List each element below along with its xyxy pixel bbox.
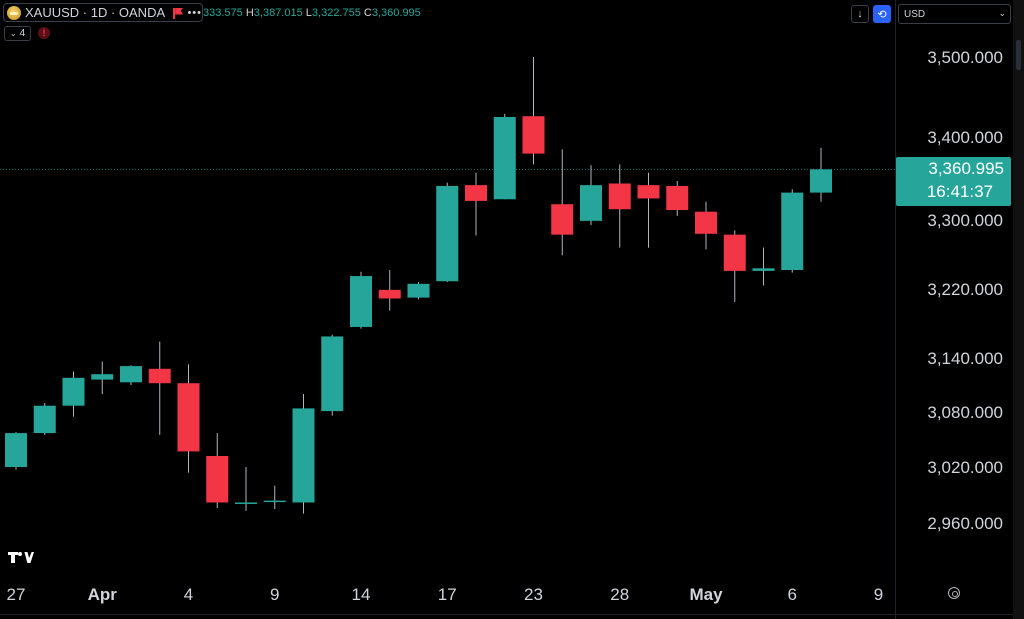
price-tick-label: 2,960.000 xyxy=(927,514,1003,533)
candle-body xyxy=(33,405,56,434)
candle-body xyxy=(263,500,286,503)
time-tick-label: 14 xyxy=(352,585,371,604)
settings-icon[interactable] xyxy=(948,587,960,599)
time-tick-label: 9 xyxy=(874,585,883,604)
price-tick-label: 3,140.000 xyxy=(927,349,1003,368)
candle-body xyxy=(5,433,27,467)
chevron-down-icon: ⌄ xyxy=(998,8,1006,18)
candle-body xyxy=(407,283,430,298)
time-axis-separator xyxy=(0,614,1024,615)
high-label: H xyxy=(245,7,254,19)
candle-body xyxy=(637,185,660,199)
time-tick-label: 4 xyxy=(184,585,193,604)
more-options-icon[interactable]: ••• xyxy=(187,6,202,19)
time-tick-label: Apr xyxy=(88,585,118,604)
candle-body xyxy=(465,185,487,201)
symbol-selector[interactable]: XAUUSD · 1D · OANDA ••• xyxy=(3,3,203,22)
time-tick-label: 23 xyxy=(524,585,543,604)
scrollbar[interactable] xyxy=(1013,0,1024,619)
gold-coin-icon xyxy=(7,5,21,20)
chevron-down-icon: ⌄ xyxy=(9,29,17,38)
price-tick-label: 3,400.000 xyxy=(927,128,1003,147)
indicator-count: 4 xyxy=(19,28,26,39)
candle-body xyxy=(781,192,804,271)
price-tick-label: 3,300.000 xyxy=(927,211,1003,230)
low-label: L xyxy=(305,7,312,19)
candle-body xyxy=(522,116,545,154)
candle-body xyxy=(695,211,717,234)
candle-body xyxy=(321,336,344,412)
candle-body xyxy=(235,502,257,504)
arrow-down-icon[interactable]: ↓ xyxy=(851,5,869,23)
close-label: C xyxy=(363,7,372,19)
candle-body xyxy=(436,185,459,282)
candle-body xyxy=(723,234,746,271)
candle-body xyxy=(810,169,832,193)
candle-body xyxy=(580,185,602,221)
sync-icon[interactable]: ⟲ xyxy=(873,5,891,23)
tradingview-logo[interactable] xyxy=(8,550,34,564)
candle-body xyxy=(91,374,114,380)
chart-header: XAUUSD · 1D · OANDA ••• 333.575 H3,387.0… xyxy=(0,0,895,26)
candle-body xyxy=(752,268,775,271)
candle-body xyxy=(378,289,401,299)
price-tick-label: 3,020.000 xyxy=(927,458,1003,477)
price-tick-label: 3,220.000 xyxy=(927,280,1003,299)
symbol-name[interactable]: XAUUSD · 1D · OANDA xyxy=(25,5,166,20)
open-value: 333.575 xyxy=(203,7,243,19)
close-value: 3,360.995 xyxy=(371,7,421,19)
price-axis-separator xyxy=(895,0,896,619)
currency-select[interactable]: USD ⌄ xyxy=(898,4,1011,24)
candle-body xyxy=(608,183,631,210)
candle-body xyxy=(350,276,372,327)
currency-value: USD xyxy=(904,8,926,20)
price-tick-label: 3,500.000 xyxy=(927,48,1003,67)
candle-body xyxy=(62,377,85,406)
candle-body xyxy=(292,408,315,503)
alert-icon[interactable]: ! xyxy=(38,27,50,39)
time-tick-label: 27 xyxy=(7,585,26,604)
last-price-tag: 3,360.995 16:41:37 xyxy=(896,157,1011,206)
candle-body xyxy=(148,368,171,384)
candle-body xyxy=(666,185,689,211)
ohlc-legend: 333.575 H3,387.015 L3,322.755 C3,360.995 xyxy=(203,7,421,19)
price-tick-label: 3,080.000 xyxy=(927,403,1003,422)
time-tick-label: 9 xyxy=(270,585,279,604)
bar-countdown: 16:41:37 xyxy=(926,182,993,201)
candle-body xyxy=(206,456,229,503)
candle-body xyxy=(551,204,574,235)
time-tick-label: May xyxy=(689,585,723,604)
candle-body xyxy=(120,366,142,383)
candle-body xyxy=(493,117,516,200)
last-price-value: 3,360.995 xyxy=(928,159,1004,178)
time-tick-label: 6 xyxy=(788,585,797,604)
high-value: 3,387.015 xyxy=(253,7,303,19)
time-tick-label: 28 xyxy=(610,585,629,604)
candle-body xyxy=(177,383,200,452)
indicators-toggle[interactable]: ⌄ 4 xyxy=(4,26,31,41)
time-tick-label: 17 xyxy=(438,585,457,604)
low-value: 3,322.755 xyxy=(311,7,361,19)
